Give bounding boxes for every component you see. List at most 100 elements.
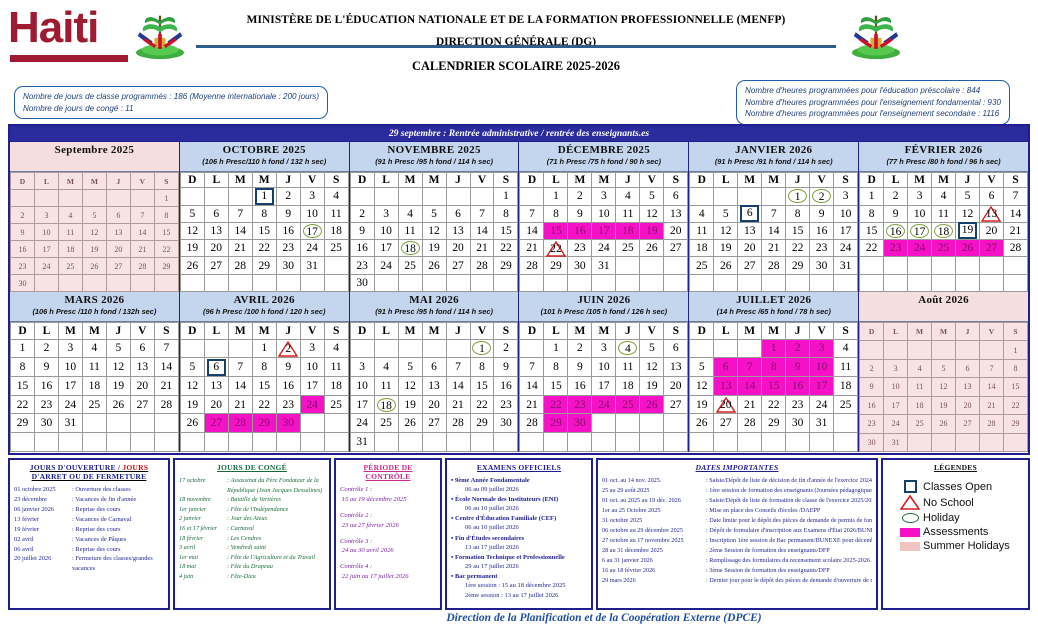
day-cell[interactable]: 1 xyxy=(10,338,35,359)
day-cell[interactable]: 2 xyxy=(883,187,909,206)
day-cell[interactable]: 27 xyxy=(421,413,447,434)
day-cell[interactable]: 27 xyxy=(955,414,980,434)
day-cell[interactable]: 8 xyxy=(543,357,569,377)
day-cell[interactable]: 21 xyxy=(761,239,787,258)
day-cell[interactable]: 4 xyxy=(323,338,349,359)
day-cell[interactable]: 24 xyxy=(591,394,617,415)
day-cell[interactable]: 19 xyxy=(955,221,980,241)
day-cell[interactable]: 17 xyxy=(809,376,835,396)
day-cell[interactable]: 15 xyxy=(859,221,885,241)
day-cell[interactable]: 13 xyxy=(421,376,447,396)
day-cell[interactable]: 3 xyxy=(907,187,933,206)
day-cell[interactable]: 9 xyxy=(275,357,301,377)
day-cell[interactable]: 20 xyxy=(105,240,131,258)
day-cell[interactable]: 11 xyxy=(907,377,933,397)
day-cell[interactable]: 28 xyxy=(519,256,545,275)
day-cell[interactable]: 5 xyxy=(689,357,715,377)
day-cell[interactable]: 24 xyxy=(809,394,835,415)
day-cell[interactable]: 10 xyxy=(833,204,859,223)
day-cell[interactable]: 27 xyxy=(713,413,739,434)
day-cell[interactable]: 29 xyxy=(543,413,569,434)
day-cell[interactable]: 7 xyxy=(1002,187,1028,206)
day-cell[interactable]: 11 xyxy=(833,357,859,377)
day-cell[interactable]: 11 xyxy=(373,376,399,396)
day-cell[interactable]: 14 xyxy=(737,376,763,396)
day-cell[interactable]: 21 xyxy=(737,394,763,415)
day-cell[interactable]: 21 xyxy=(153,376,179,396)
day-cell[interactable]: 1 xyxy=(1002,340,1028,360)
day-cell[interactable]: 13 xyxy=(663,204,689,223)
day-cell[interactable]: 4 xyxy=(615,187,641,206)
day-cell[interactable]: 25 xyxy=(931,239,957,258)
day-cell[interactable]: 24 xyxy=(57,394,83,415)
day-cell[interactable]: 16 xyxy=(883,221,909,241)
day-cell[interactable]: 3 xyxy=(591,338,617,359)
day-cell[interactable]: 4 xyxy=(833,338,859,359)
day-cell[interactable]: 22 xyxy=(761,394,787,415)
day-cell[interactable]: 18 xyxy=(81,376,107,396)
day-cell[interactable]: 7 xyxy=(737,357,763,377)
day-cell[interactable]: 4 xyxy=(57,206,83,224)
day-cell[interactable]: 22 xyxy=(153,240,179,258)
day-cell[interactable]: 13 xyxy=(737,221,763,241)
day-cell[interactable]: 8 xyxy=(859,204,885,223)
day-cell[interactable]: 23 xyxy=(567,394,593,415)
day-cell[interactable]: 2 xyxy=(275,338,301,359)
day-cell[interactable]: 3 xyxy=(373,204,399,223)
day-cell[interactable]: 2 xyxy=(785,338,811,359)
day-cell[interactable]: 11 xyxy=(689,221,715,241)
day-cell[interactable]: 4 xyxy=(397,204,423,223)
day-cell[interactable]: 9 xyxy=(785,357,811,377)
day-cell[interactable]: 6 xyxy=(129,338,155,359)
day-cell[interactable]: 29 xyxy=(153,257,179,275)
day-cell[interactable]: 11 xyxy=(397,221,423,241)
day-cell[interactable]: 18 xyxy=(615,376,641,396)
day-cell[interactable]: 11 xyxy=(57,223,83,241)
day-cell[interactable]: 17 xyxy=(373,239,399,258)
day-cell[interactable]: 21 xyxy=(469,239,495,258)
day-cell[interactable]: 14 xyxy=(445,376,471,396)
day-cell[interactable]: 10 xyxy=(591,204,617,223)
day-cell[interactable]: 6 xyxy=(955,358,980,379)
day-cell[interactable]: 16 xyxy=(567,221,593,241)
day-cell[interactable]: 1 xyxy=(761,338,787,359)
day-cell[interactable]: 18 xyxy=(931,221,957,241)
day-cell[interactable]: 25 xyxy=(323,239,349,258)
day-cell[interactable]: 20 xyxy=(203,394,229,415)
day-cell[interactable]: 28 xyxy=(153,394,179,415)
day-cell[interactable]: 14 xyxy=(519,376,545,396)
day-cell[interactable]: 7 xyxy=(469,204,495,223)
day-cell[interactable]: 8 xyxy=(761,357,787,377)
day-cell[interactable]: 24 xyxy=(33,257,59,275)
day-cell[interactable]: 19 xyxy=(397,394,423,415)
day-cell[interactable]: 20 xyxy=(203,239,229,258)
day-cell[interactable]: 16 xyxy=(493,376,519,396)
day-cell[interactable]: 25 xyxy=(833,394,859,415)
day-cell[interactable]: 27 xyxy=(663,239,689,258)
day-cell[interactable]: 4 xyxy=(373,357,399,377)
day-cell[interactable]: 8 xyxy=(153,206,179,224)
day-cell[interactable]: 30 xyxy=(567,256,593,275)
day-cell[interactable]: 9 xyxy=(883,204,909,223)
day-cell[interactable]: 11 xyxy=(323,357,349,377)
day-cell[interactable]: 2 xyxy=(33,338,59,359)
day-cell[interactable]: 13 xyxy=(445,221,471,241)
day-cell[interactable]: 10 xyxy=(883,377,909,397)
day-cell[interactable]: 25 xyxy=(57,257,83,275)
day-cell[interactable]: 22 xyxy=(1002,395,1028,416)
day-cell[interactable]: 8 xyxy=(251,204,277,223)
day-cell[interactable]: 17 xyxy=(883,395,909,416)
day-cell[interactable]: 28 xyxy=(227,256,253,275)
day-cell[interactable]: 28 xyxy=(978,414,1004,434)
day-cell[interactable]: 27 xyxy=(663,394,689,415)
day-cell[interactable]: 7 xyxy=(227,357,253,377)
day-cell[interactable]: 18 xyxy=(397,239,423,258)
day-cell[interactable]: 14 xyxy=(469,221,495,241)
day-cell[interactable]: 13 xyxy=(203,376,229,396)
day-cell[interactable]: 23 xyxy=(785,394,811,415)
day-cell[interactable]: 9 xyxy=(493,357,519,377)
day-cell[interactable]: 18 xyxy=(323,221,349,241)
day-cell[interactable]: 4 xyxy=(323,187,349,206)
day-cell[interactable]: 17 xyxy=(33,240,59,258)
day-cell[interactable]: 2 xyxy=(859,358,885,379)
